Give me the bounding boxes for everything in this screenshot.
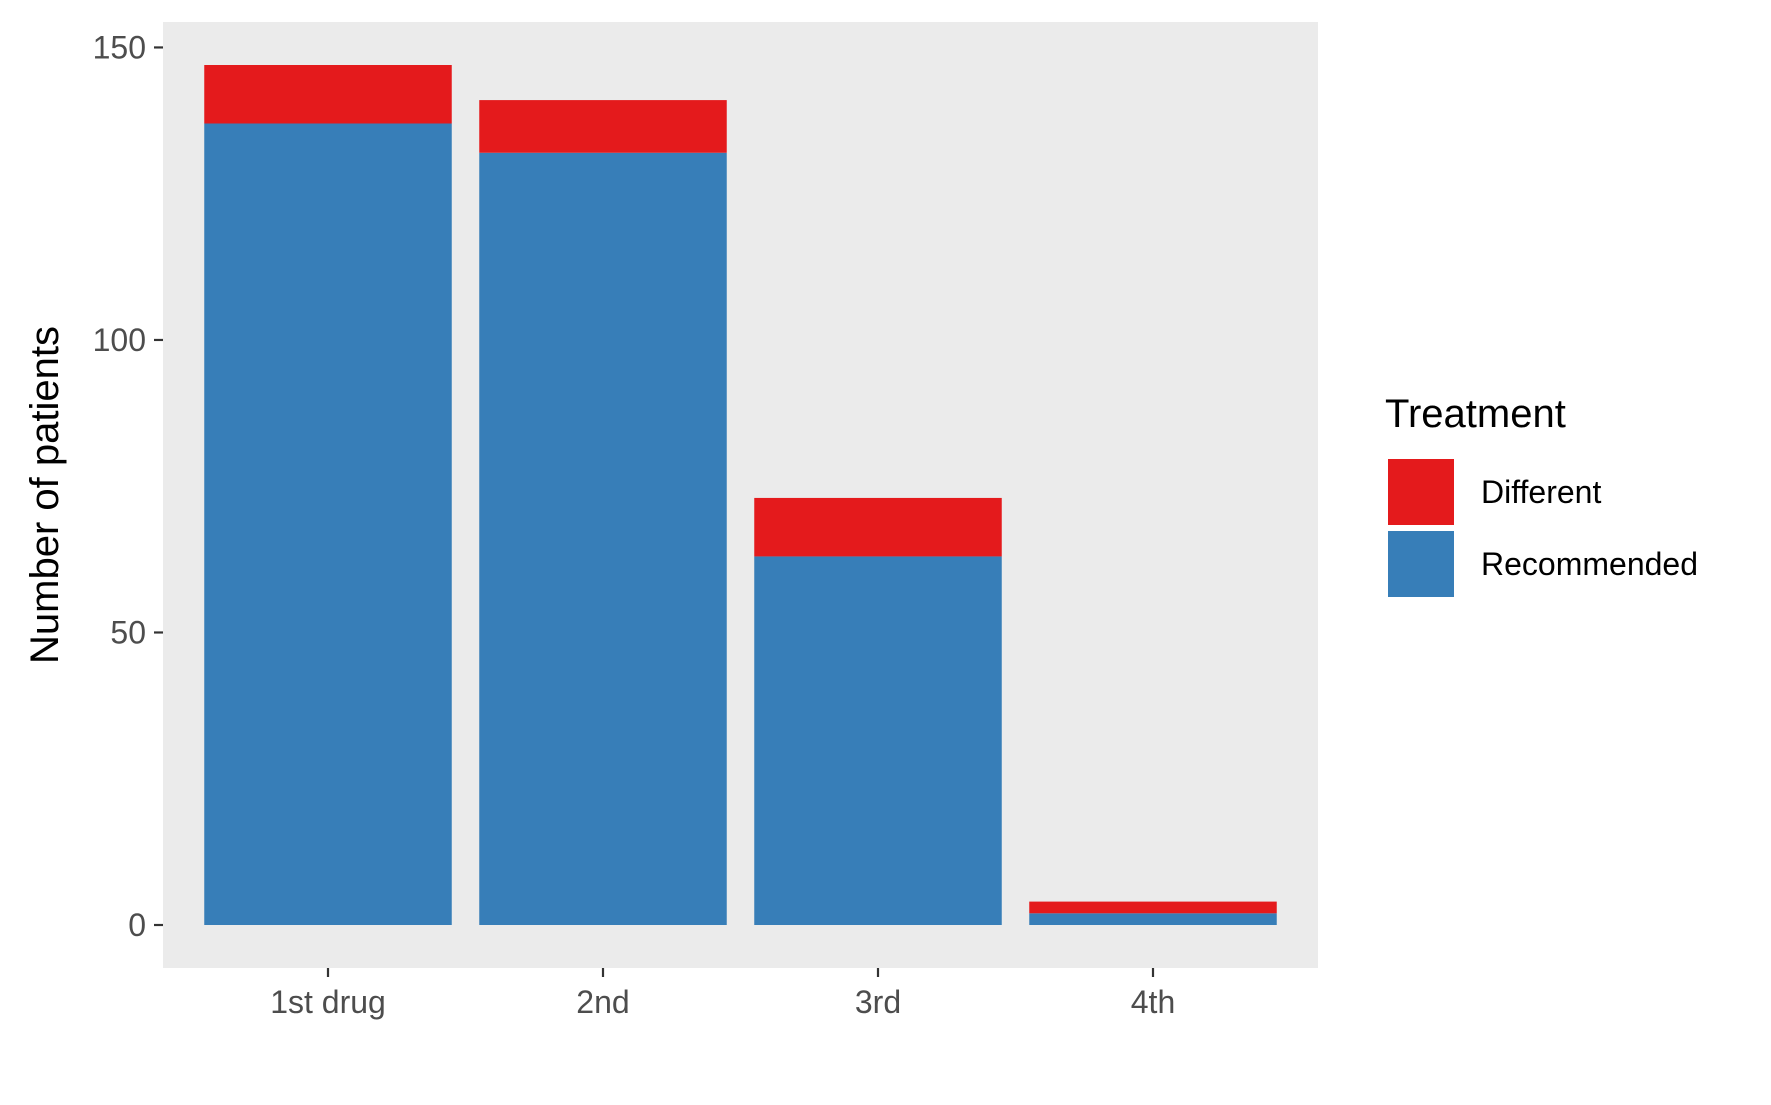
bar-recommended-3 — [754, 556, 1002, 925]
legend-title: Treatment — [1385, 392, 1566, 436]
x-tick-label: 4th — [1131, 984, 1175, 1020]
x-axis: 1st drug 2nd 3rd 4th — [270, 968, 1175, 1020]
x-tick-label: 1st drug — [270, 984, 386, 1020]
legend: Treatment Different Recommended — [1385, 392, 1698, 597]
legend-label-different: Different — [1481, 474, 1601, 510]
x-tick-label: 2nd — [576, 984, 629, 1020]
bar-different-1 — [204, 65, 452, 124]
bar-recommended-4 — [1029, 913, 1277, 925]
y-tick-label: 50 — [110, 614, 146, 650]
y-tick-label: 150 — [93, 29, 146, 65]
bar-recommended-1 — [204, 123, 452, 925]
bars-layer — [204, 65, 1277, 925]
x-tick-label: 3rd — [855, 984, 901, 1020]
legend-key-different — [1388, 459, 1454, 525]
legend-label-recommended: Recommended — [1481, 546, 1698, 582]
y-axis-label: Number of patients — [23, 326, 67, 664]
y-tick-label: 0 — [128, 907, 146, 943]
bar-recommended-2 — [479, 152, 727, 925]
bar-different-2 — [479, 100, 727, 153]
bar-different-3 — [754, 497, 1002, 557]
legend-items: Different Recommended — [1388, 459, 1698, 597]
y-axis: 0 50 100 150 — [93, 29, 163, 943]
y-tick-label: 100 — [93, 322, 146, 358]
bar-different-4 — [1029, 901, 1277, 914]
legend-key-recommended — [1388, 531, 1454, 597]
